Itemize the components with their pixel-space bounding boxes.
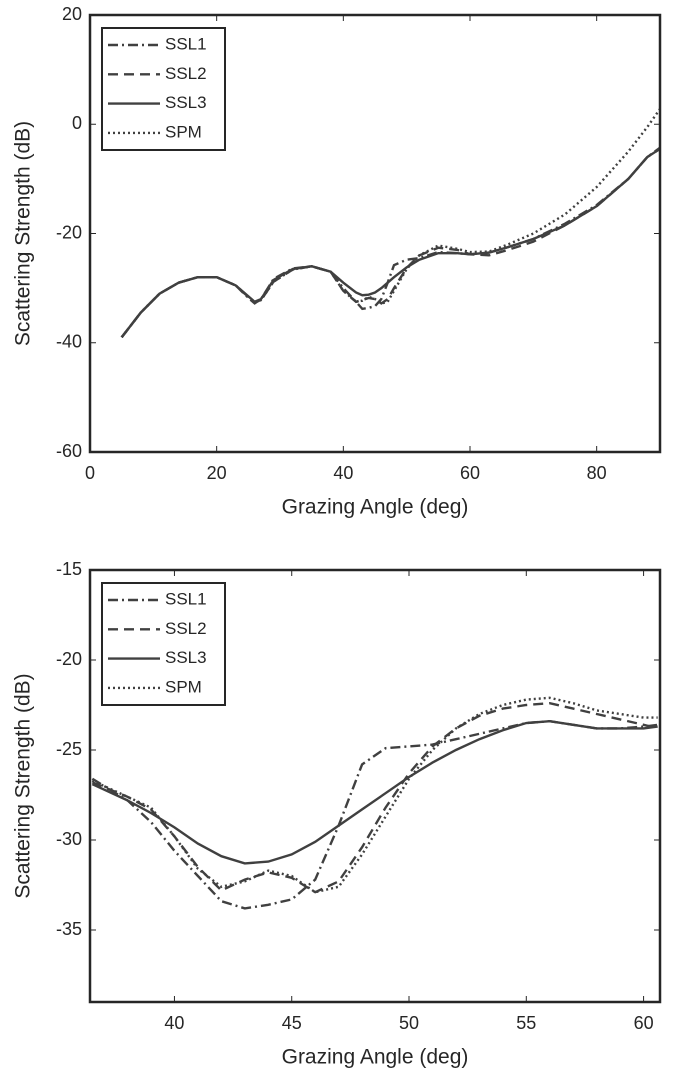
subplot: 40 45 50 55 60 -35 -30 -25 -20 -15 Grazing Angle (… bbox=[12, 559, 662, 1069]
legend: SSL1 SSL2 SSL3 SPM bbox=[101, 27, 226, 151]
x-tick-label: 40 bbox=[164, 1013, 184, 1033]
subplot: 0 20 40 60 80 -60 -40 -20 0 20 Grazing Angle (deg)… bbox=[12, 4, 662, 519]
series-line bbox=[91, 719, 658, 865]
x-tick-label: 40 bbox=[333, 463, 353, 483]
y-axis-label: Scattering Strength (dB) bbox=[12, 121, 35, 346]
y-tick-label: -60 bbox=[56, 441, 82, 461]
x-tick-label: 55 bbox=[516, 1013, 536, 1033]
axes-box bbox=[88, 568, 662, 1004]
x-tick-label: 20 bbox=[207, 463, 227, 483]
legend-box bbox=[101, 27, 226, 151]
y-tick-label: 0 bbox=[72, 113, 82, 133]
y-tick-label: -40 bbox=[56, 332, 82, 352]
x-tick-label: 45 bbox=[282, 1013, 302, 1033]
plot-area bbox=[91, 696, 658, 910]
x-tick-label: 60 bbox=[460, 463, 480, 483]
series-line bbox=[91, 696, 658, 894]
legend-label: SSL2 bbox=[165, 64, 207, 83]
y-axis-label: Scattering Strength (dB) bbox=[12, 673, 35, 898]
legend-label: SPM bbox=[165, 677, 202, 696]
legend-label: SSL1 bbox=[165, 34, 207, 53]
legend-label: SSL2 bbox=[165, 619, 207, 638]
legend-label: SSL1 bbox=[165, 589, 207, 608]
y-tick-label: -25 bbox=[56, 739, 82, 759]
x-tick-label: 60 bbox=[634, 1013, 654, 1033]
y-tick-label: 20 bbox=[62, 4, 82, 24]
plot-area bbox=[120, 108, 660, 339]
x-axis-label: Grazing Angle (deg) bbox=[282, 496, 469, 519]
y-tick-label: -20 bbox=[56, 222, 82, 242]
legend-label: SSL3 bbox=[165, 648, 207, 667]
legend: SSL1 SSL2 SSL3 SPM bbox=[101, 582, 226, 706]
series-line bbox=[120, 147, 660, 339]
legend-box bbox=[101, 582, 226, 706]
x-tick-label: 0 bbox=[85, 463, 95, 483]
axes-box bbox=[88, 13, 662, 454]
series-line bbox=[120, 147, 660, 339]
x-tick-label: 80 bbox=[587, 463, 607, 483]
y-tick-label: -35 bbox=[56, 919, 82, 939]
x-tick-label: 50 bbox=[399, 1013, 419, 1033]
series-line bbox=[120, 146, 660, 339]
series-line bbox=[91, 701, 658, 894]
legend-label: SPM bbox=[165, 122, 202, 141]
series-line bbox=[91, 719, 658, 910]
y-tick-label: -30 bbox=[56, 829, 82, 849]
legend-label: SSL3 bbox=[165, 93, 207, 112]
x-axis-label: Grazing Angle (deg) bbox=[282, 1046, 469, 1069]
y-tick-label: -15 bbox=[56, 559, 82, 579]
y-tick-label: -20 bbox=[56, 649, 82, 669]
